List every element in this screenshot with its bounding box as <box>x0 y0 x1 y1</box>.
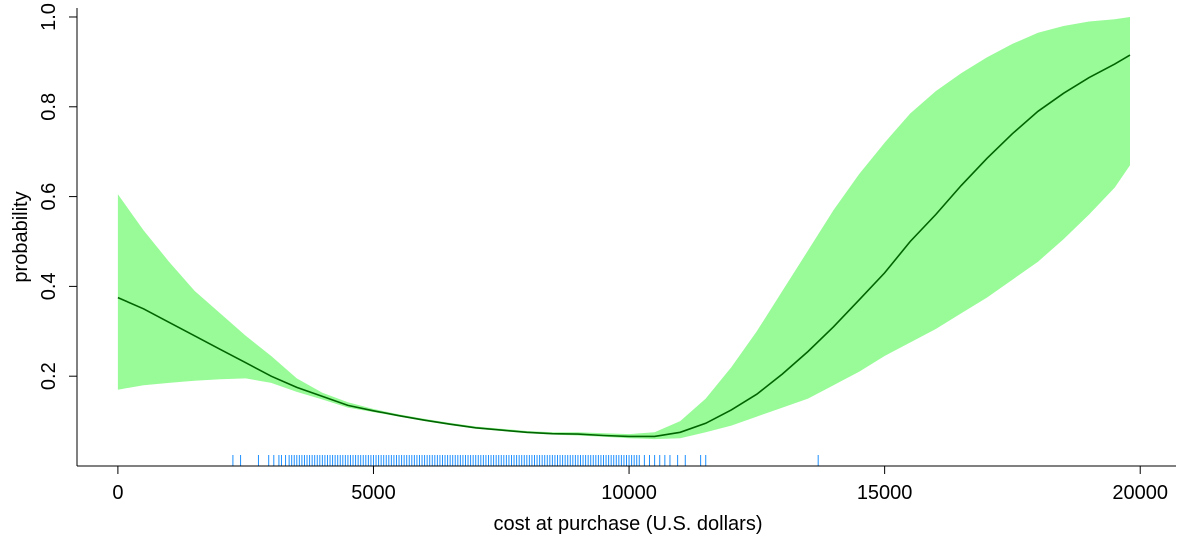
x-tick-label: 20000 <box>1112 482 1168 504</box>
y-tick-label: 0.6 <box>38 183 60 211</box>
y-axis: 0.2 0.4 0.6 0.8 1.0 <box>38 3 78 466</box>
x-tick-label: 15000 <box>857 482 913 504</box>
y-tick-label: 0.4 <box>38 272 60 300</box>
fit-line <box>117 54 1131 438</box>
y-tick-label: 0.8 <box>38 93 60 121</box>
y-tick-label: 1.0 <box>38 3 60 31</box>
y-axis-label: probability <box>10 191 32 282</box>
x-tick-label: 10000 <box>601 482 657 504</box>
y-tick-label: 0.2 <box>38 362 60 390</box>
confidence-band <box>117 17 1130 440</box>
x-axis-label: cost at purchase (U.S. dollars) <box>494 513 763 535</box>
x-axis: 0 5000 10000 15000 20000 <box>77 465 1176 504</box>
x-tick-label: 5000 <box>351 482 396 504</box>
rug-marks <box>232 455 819 466</box>
x-tick-label: 0 <box>112 482 123 504</box>
